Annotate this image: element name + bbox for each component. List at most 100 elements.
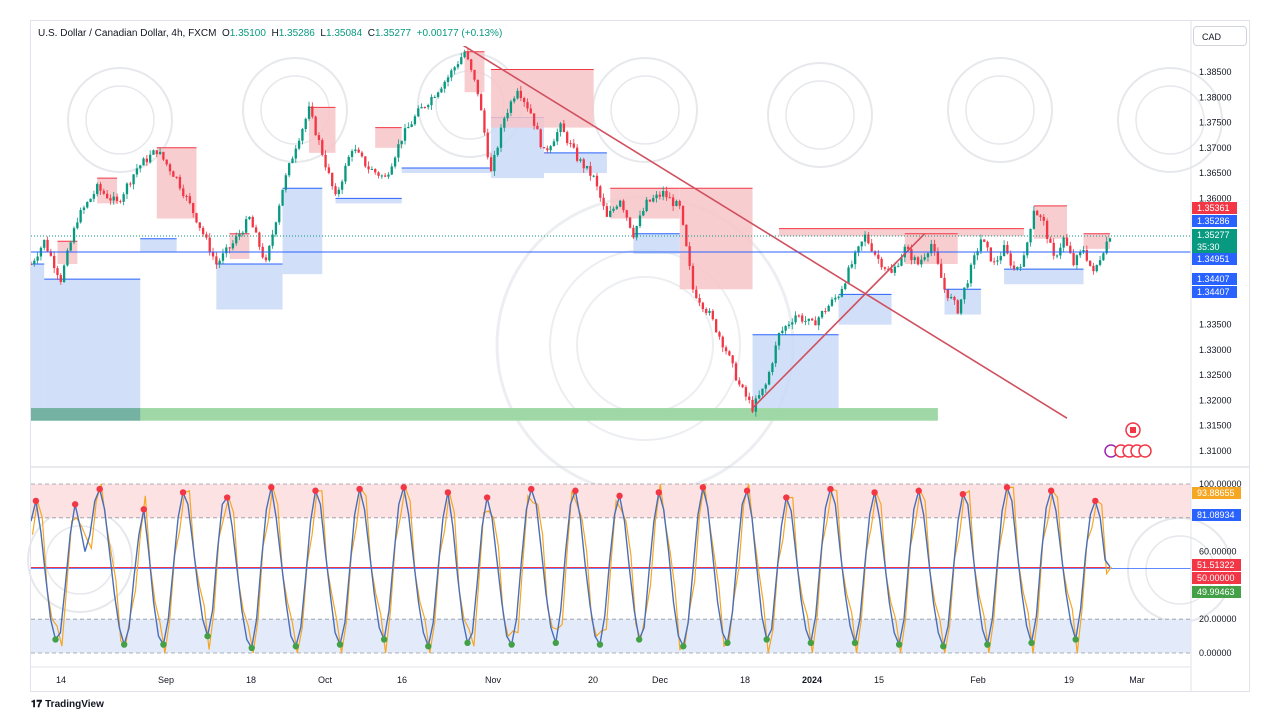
candle-body [539,129,542,148]
candle-body [443,81,446,89]
price-tick-label: 1.33500 [1199,320,1232,330]
candle-body [764,384,767,389]
candle-body [1108,238,1112,242]
chart-frame [30,20,1250,692]
time-tick-label: 18 [246,675,256,685]
candle-body [1088,260,1092,266]
stochastic-pane [31,483,1191,654]
candle-body [235,236,238,244]
candle-body [857,246,860,253]
candle-body [625,210,628,218]
candle-body [238,234,241,237]
candle-body [86,201,89,208]
candle-body [271,234,274,246]
price-tag[interactable] [1192,273,1237,285]
candle-body [241,232,244,235]
candle-body [734,363,738,381]
candle-body [1065,237,1069,246]
overbought-dot [356,485,363,493]
oversold-dot [680,643,687,650]
candle-body [569,143,572,145]
candle-body [1026,242,1029,256]
candle-body [685,224,688,247]
candle-body [162,151,165,160]
price-tag[interactable] [1192,253,1237,265]
candle-body [1072,253,1075,266]
open-label: O [221,28,230,39]
price-tag[interactable] [1192,241,1237,253]
candle-body [89,198,92,202]
price-tag[interactable] [1192,202,1237,214]
price-tag-label: 1.34407 [1197,274,1230,284]
candle-body [708,310,711,313]
candle-body [473,69,476,80]
candle-body [589,165,592,176]
candle-body [966,283,969,288]
candle-body [758,395,761,399]
time-tick-label: 19 [1064,675,1074,685]
stochastic-value-tag[interactable] [1192,487,1241,499]
price-tags[interactable]: 1.35361 1.35286 1.35277 35:30 1.34951 1.34407… [1192,202,1237,298]
candle-body [721,336,724,348]
stochastic-value-tag[interactable] [1192,572,1241,584]
demand-zone [752,334,839,409]
trendline[interactable] [461,44,1068,419]
candle-body [913,257,916,261]
stochastic-tags[interactable]: 93.88655 81.08934 51.51322 50.00000 49.99463 [1192,487,1241,598]
candle-body [453,67,456,71]
candle-body [983,239,986,242]
candle-body [115,196,119,202]
demand-zone [838,294,892,325]
currency-button[interactable]: CAD [1193,26,1247,46]
tradingview-logo[interactable]: 𝟏𝟕 TradingView [31,699,104,710]
trendline[interactable] [751,233,926,409]
candle-body [996,260,999,262]
demand-zone [335,198,402,204]
stochastic-value-tag[interactable] [1192,509,1241,521]
candle-body [804,320,807,322]
candle-body [112,196,115,201]
candle-body [218,260,221,265]
oversold-dot [1072,636,1079,643]
candle-body [211,252,215,257]
candle-body [350,151,354,157]
candle-body [681,205,685,225]
candle-body [470,59,473,70]
candle-body [72,228,76,243]
overbought-dot [32,497,40,505]
candle-body [976,251,979,256]
candle-body [675,201,678,207]
candle-body [671,197,675,207]
candle-body [933,244,936,252]
price-tag[interactable] [1192,215,1237,227]
watermark-logo [767,62,873,168]
price-tag[interactable] [1192,229,1237,241]
watermark-logo [965,75,1035,145]
candle-body [930,244,933,254]
candle-body [109,198,112,201]
high-label: H [271,28,279,39]
candle-body [1069,245,1072,254]
overbought-dot [312,487,319,494]
candle-body [182,188,185,197]
symbol-title[interactable]: U.S. Dollar / Canadian Dollar, 4h, FXCM [38,28,217,39]
us-flag-icon[interactable] [1138,444,1152,458]
event-flags[interactable] [1104,422,1152,458]
candle-body [36,256,39,261]
candle-body [258,232,261,247]
stochastic-value-tag[interactable] [1192,559,1241,571]
stochastic-tick-label: 100.00000 [1199,479,1242,489]
stochastic-value-tag[interactable] [1192,586,1241,598]
price-tag[interactable] [1192,286,1237,298]
oversold-dot [940,643,947,650]
price-tag-label: 35:30 [1197,242,1220,252]
watermark-logo [610,75,680,145]
candle-body [96,184,99,195]
candle-body [612,208,615,211]
demand-zone [633,233,680,254]
candle-body [1045,220,1049,239]
candle-body [1079,251,1082,256]
candle-body [784,326,787,331]
time-tick-label: 14 [56,675,66,685]
canada-flag-mark [1130,427,1136,433]
